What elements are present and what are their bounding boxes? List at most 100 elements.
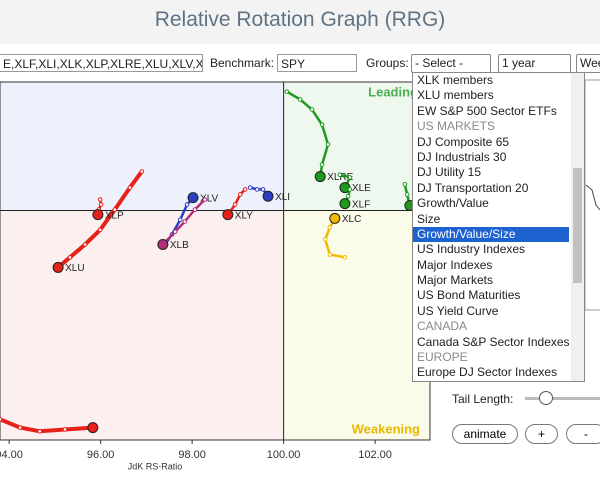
side-chart-line [585, 184, 600, 211]
option-group-heading: EUROPE [417, 350, 468, 365]
symbols-input[interactable]: E,XLF,XLI,XLK,XLP,XLRE,XLU,XLV,XL [0, 54, 203, 72]
trail-point [237, 192, 243, 197]
option-group-heading: CANADA [417, 319, 468, 334]
dropdown-option[interactable]: Growth/Value/Size [413, 226, 569, 243]
trail-point [347, 175, 353, 180]
dropdown-option[interactable]: XLU members [417, 88, 494, 103]
dropdown-option[interactable]: Growth/Value [417, 196, 489, 211]
period-select[interactable]: 1 year [498, 54, 571, 73]
tail-slider-track [525, 397, 600, 400]
dropdown-option[interactable]: Major Markets [417, 273, 494, 288]
dropdown-option[interactable]: US Yield Curve [417, 303, 499, 318]
head-marker [314, 171, 326, 183]
dropdown-option[interactable]: EW S&P 500 Sector ETFs [417, 103, 557, 118]
benchmark-label: Benchmark: [210, 56, 275, 70]
header: Relative Rotation Graph (RRG) [0, 0, 600, 44]
page-title: Relative Rotation Graph (RRG) [154, 8, 446, 31]
dropdown-option[interactable]: US Industry Indexes [417, 242, 526, 257]
quadrant-improving [0, 82, 284, 211]
trail-point [182, 219, 188, 224]
plus-button[interactable]: + [525, 424, 558, 444]
quadrant-label: Leading [368, 84, 418, 99]
trail-point [82, 242, 88, 247]
trail-point [97, 227, 103, 233]
x-tick-label: 102.00 [358, 449, 392, 461]
ticker-label: XLRE [327, 172, 353, 183]
head-marker [92, 209, 104, 221]
dropdown-option[interactable]: Size [417, 211, 441, 226]
trail-point [345, 193, 351, 199]
head-marker [262, 190, 274, 202]
x-tick-label: 96.00 [87, 449, 115, 461]
groups-dropdown: XLK members XLU members EW S&P 500 Sector … [412, 72, 585, 382]
dropdown-option[interactable]: DJ Composite 65 [417, 134, 510, 149]
head-marker [222, 209, 234, 221]
trail [226, 188, 247, 216]
trail-point [112, 207, 118, 212]
dropdown-option[interactable]: DJ Utility 15 [417, 165, 482, 180]
groups-select[interactable]: - Select - [411, 54, 491, 73]
dropdown-option[interactable]: XLK members [417, 73, 494, 87]
dropdown-option[interactable]: Major Indexes [417, 257, 493, 272]
head-marker [157, 238, 169, 250]
dropdown-option[interactable]: Europe DJ Sector Indexes [417, 365, 558, 380]
trail-point [192, 207, 198, 212]
trail-point [309, 107, 315, 112]
animate-button[interactable]: animate [452, 424, 518, 444]
trail-point [402, 182, 408, 187]
ticker-label: XLP [105, 210, 124, 221]
scroll-thumb[interactable] [573, 168, 582, 283]
tail-length-label: Tail Length: [452, 392, 514, 406]
dropdown-option[interactable]: Canada S&P Sector Indexes [417, 334, 569, 349]
trail-point [232, 202, 238, 207]
x-tick-label: 94.00 [0, 449, 23, 461]
ticker-label: XLU [65, 263, 84, 274]
dropdown-option[interactable]: US Bond Maturities [417, 288, 521, 303]
head-marker [52, 261, 64, 273]
head-marker [87, 422, 99, 434]
trail-point [202, 197, 208, 202]
trail-point [37, 428, 43, 434]
ticker-label: XLI [275, 192, 290, 203]
benchmark-input[interactable]: SPY [277, 54, 357, 72]
frequency-select[interactable]: Wee [576, 54, 600, 73]
head-marker [329, 212, 341, 224]
trail-point [0, 417, 3, 422]
ticker-label: XLC [342, 214, 361, 225]
trail-point [319, 122, 325, 127]
trail-point [337, 172, 343, 178]
trail-point [242, 187, 248, 192]
quadrant-weakening [283, 210, 430, 440]
x-tick-label: 98.00 [178, 449, 206, 461]
trail-point [67, 255, 73, 260]
trail-point [404, 192, 410, 197]
tail-slider-handle[interactable] [539, 391, 553, 405]
scrollbar[interactable] [571, 73, 584, 381]
dropdown-option[interactable]: DJ Industrials 30 [417, 149, 507, 164]
dropdown-option[interactable]: DJ Transportation 20 [417, 180, 529, 195]
side-chart-frame [584, 79, 600, 311]
trail-point [322, 237, 328, 242]
quadrant-label: Weakening [352, 421, 420, 436]
trail-point [172, 229, 178, 234]
ticker-label: XLF [352, 199, 370, 210]
trail-point [342, 255, 348, 260]
minus-button[interactable]: - [566, 424, 600, 444]
trail-point [17, 425, 23, 430]
trail-point [325, 142, 331, 147]
trail-point [327, 225, 333, 230]
trail-point [177, 217, 183, 222]
head-marker [187, 192, 199, 204]
trail-point [347, 187, 353, 192]
x-tick-label: 100.00 [267, 449, 301, 461]
groups-label: Groups: [366, 56, 409, 70]
trail-point [254, 187, 260, 192]
trail-point [184, 202, 190, 207]
ticker-label: XLB [170, 240, 189, 251]
trail-point [260, 187, 266, 192]
trail-point [98, 202, 104, 207]
trail-point [297, 97, 303, 102]
ticker-label: XLY [235, 210, 253, 221]
